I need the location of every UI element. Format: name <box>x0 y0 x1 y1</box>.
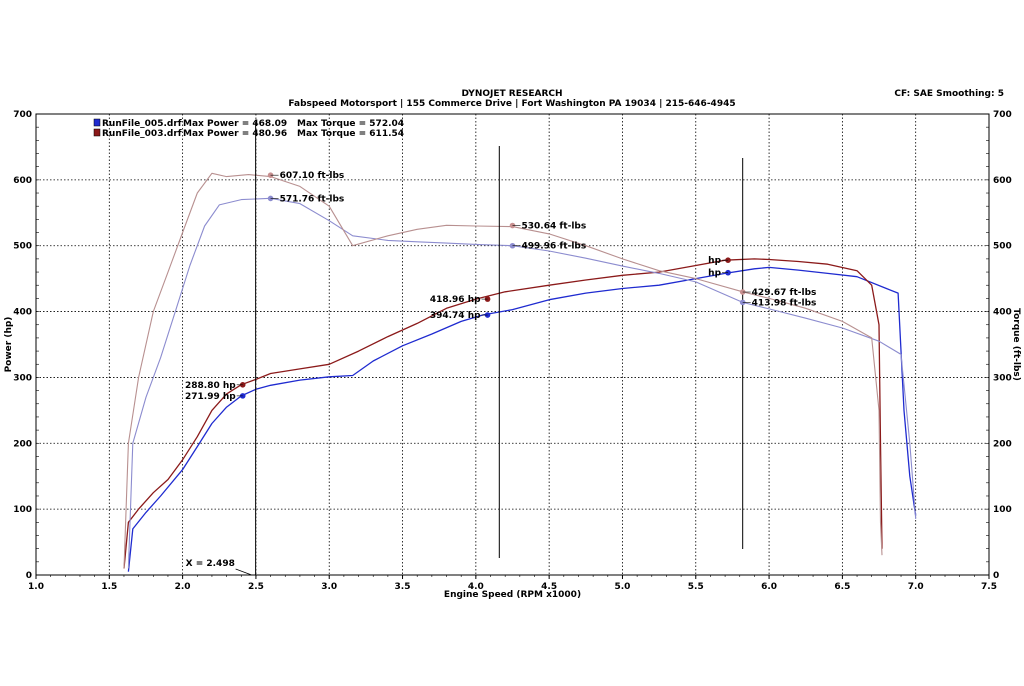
y-tick-label-right: 400 <box>993 308 1012 318</box>
x-tick-label: 4.5 <box>541 582 557 592</box>
x-tick-label: 4.0 <box>468 582 484 592</box>
annotation-label: 607.10 ft-lbs <box>280 171 345 181</box>
legend-max-torque: Max Torque = 572.04 <box>297 119 404 129</box>
annotation-layer: 607.10 ft-lbs 571.76 ft-lbs 530.64 ft-lbs 4… <box>185 171 816 402</box>
legend-file: RunFile_005.drf <box>102 119 182 129</box>
legend: RunFile_005.drf Max Power = 468.09 Max Tor… <box>93 118 404 139</box>
y-tick-label-left: 200 <box>13 439 32 449</box>
y-tick-label-left: 500 <box>13 242 32 252</box>
annotation-label: 271.99 hp <box>185 392 236 402</box>
series-line-power <box>123 258 883 569</box>
series-line-power <box>127 266 917 572</box>
x-tick-label: 2.5 <box>248 582 264 592</box>
y-tick-label-right: 0 <box>993 571 999 581</box>
series-layer <box>123 172 917 572</box>
y-tick-label-left: 400 <box>13 308 32 318</box>
y-tick-label-right: 500 <box>993 242 1012 252</box>
y-tick-label-right: 200 <box>993 439 1012 449</box>
legend-swatch <box>93 118 101 127</box>
annotation-label: 418.96 hp <box>430 295 481 305</box>
legend-max-power: Max Power = 480.96 <box>183 129 287 139</box>
legend-max-torque: Max Torque = 611.54 <box>297 129 404 139</box>
y-tick-label-left: 100 <box>13 505 32 515</box>
chart-settings: CF: SAE Smoothing: 5 <box>894 89 1004 99</box>
chart-shop-info: Fabspeed Motorsport | 155 Commerce Drive… <box>288 99 736 109</box>
x-axis-label: Engine Speed (RPM x1000) <box>444 590 581 600</box>
cursor-readout: X = 2.498 <box>186 559 235 569</box>
x-tick-label: 5.5 <box>688 582 704 592</box>
marker-layer: X = 2.498 <box>186 122 744 576</box>
annotation-label: 499.96 ft-lbs <box>522 242 587 252</box>
x-tick-label: 7.5 <box>981 582 997 592</box>
y-tick-label-right: 700 <box>993 110 1012 120</box>
series-line-torque <box>127 197 917 569</box>
axes: 1.0 1.5 2.0 2.5 3.0 3.5 4.0 4.5 5.0 5.5 6.0 6.5 7.0 7… <box>4 110 1021 600</box>
annotation-label: 413.98 ft-lbs <box>752 298 817 308</box>
legend-swatch <box>93 128 101 137</box>
annotation-label: 571.76 ft-lbs <box>280 194 345 204</box>
legend-file: RunFile_003.drf <box>102 129 182 139</box>
x-tick-label: 1.5 <box>101 582 117 592</box>
x-tick-label: 6.5 <box>834 582 850 592</box>
y-tick-label-left: 700 <box>13 110 32 120</box>
y-axis-label-left: Power (hp) <box>4 317 14 373</box>
x-tick-label: 3.0 <box>321 582 337 592</box>
series-line-torque <box>123 172 883 569</box>
y-tick-label-left: 0 <box>26 571 32 581</box>
x-tick-label: 1.0 <box>28 582 44 592</box>
x-tick-label: 3.5 <box>395 582 411 592</box>
y-tick-label-left: 300 <box>13 373 32 383</box>
x-tick-label: 6.0 <box>761 582 777 592</box>
chart-company: DYNOJET RESEARCH <box>461 89 563 99</box>
y-tick-label-left: 600 <box>13 176 32 186</box>
y-tick-label-right: 600 <box>993 176 1012 186</box>
annotation-label: 429.67 ft-lbs <box>752 288 817 298</box>
y-tick-label-right: 300 <box>993 373 1012 383</box>
cursor-leader <box>235 568 252 576</box>
annotation-label: 530.64 ft-lbs <box>522 222 587 232</box>
annotation-label: hp <box>708 269 721 279</box>
y-tick-label-right: 100 <box>993 505 1012 515</box>
annotation-label: 288.80 hp <box>185 381 236 391</box>
y-axis-label-right: Torque (ft-lbs) <box>1011 308 1021 381</box>
annotation-label: hp <box>708 256 721 266</box>
legend-max-power: Max Power = 468.09 <box>183 119 287 129</box>
grid <box>35 113 990 576</box>
x-tick-label: 5.0 <box>614 582 630 592</box>
x-tick-label: 2.0 <box>175 582 191 592</box>
plot-frame <box>35 113 990 576</box>
x-tick-label: 7.0 <box>908 582 924 592</box>
annotation-label: 394.74 hp <box>430 311 481 321</box>
